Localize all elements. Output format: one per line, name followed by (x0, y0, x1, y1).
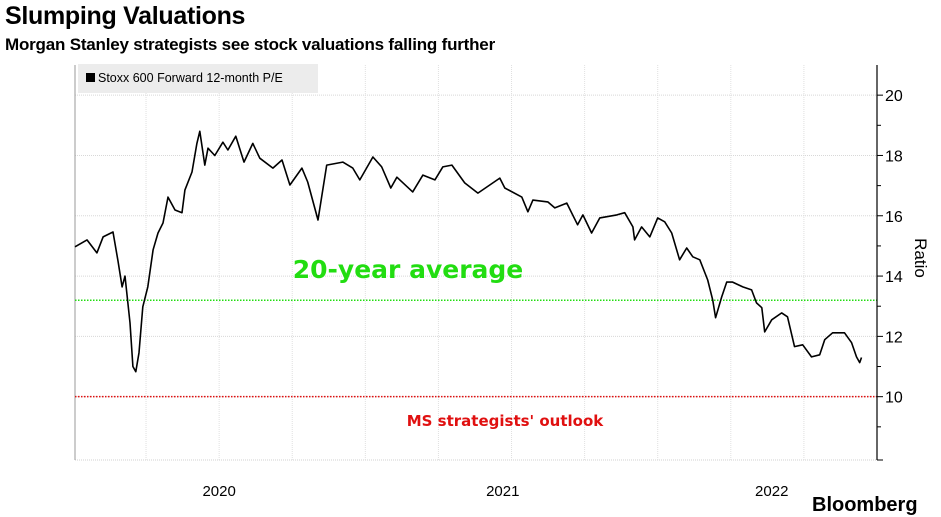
y-axis: 10 12 14 16 18 20 (876, 65, 903, 461)
annotation-20yr-average: 20-year average (293, 255, 524, 284)
y-tick-label: 20 (885, 88, 903, 105)
line-chart: 20-year average MS strategists' outlook S… (74, 64, 930, 500)
y-tick-label: 16 (885, 209, 903, 226)
reference-lines: 20-year average MS strategists' outlook (75, 255, 877, 430)
legend-label: Stoxx 600 Forward 12-month P/E (98, 71, 283, 85)
bloomberg-logo: Bloomberg (812, 494, 918, 516)
gridlines (74, 65, 877, 461)
series (74, 130, 863, 373)
x-axis: 2020 2021 2022 (202, 483, 788, 500)
chart-subtitle: Morgan Stanley strategists see stock val… (5, 35, 495, 54)
x-tick-label: 2022 (755, 483, 788, 500)
y-tick-label: 12 (885, 329, 903, 346)
y-tick-label: 10 (885, 390, 903, 407)
y-tick-label: 14 (885, 269, 903, 286)
x-tick-label: 2020 (202, 483, 235, 500)
series-line-stoxx600-pe (74, 130, 863, 373)
legend-background (78, 64, 318, 93)
y-tick-label: 18 (885, 148, 903, 165)
annotation-ms-outlook: MS strategists' outlook (407, 412, 605, 430)
chart-title: Slumping Valuations (5, 2, 246, 30)
x-tick-label: 2021 (486, 483, 519, 500)
legend: Stoxx 600 Forward 12-month P/E (78, 64, 318, 93)
legend-swatch (86, 73, 95, 82)
y-axis-label: Ratio (911, 238, 930, 278)
